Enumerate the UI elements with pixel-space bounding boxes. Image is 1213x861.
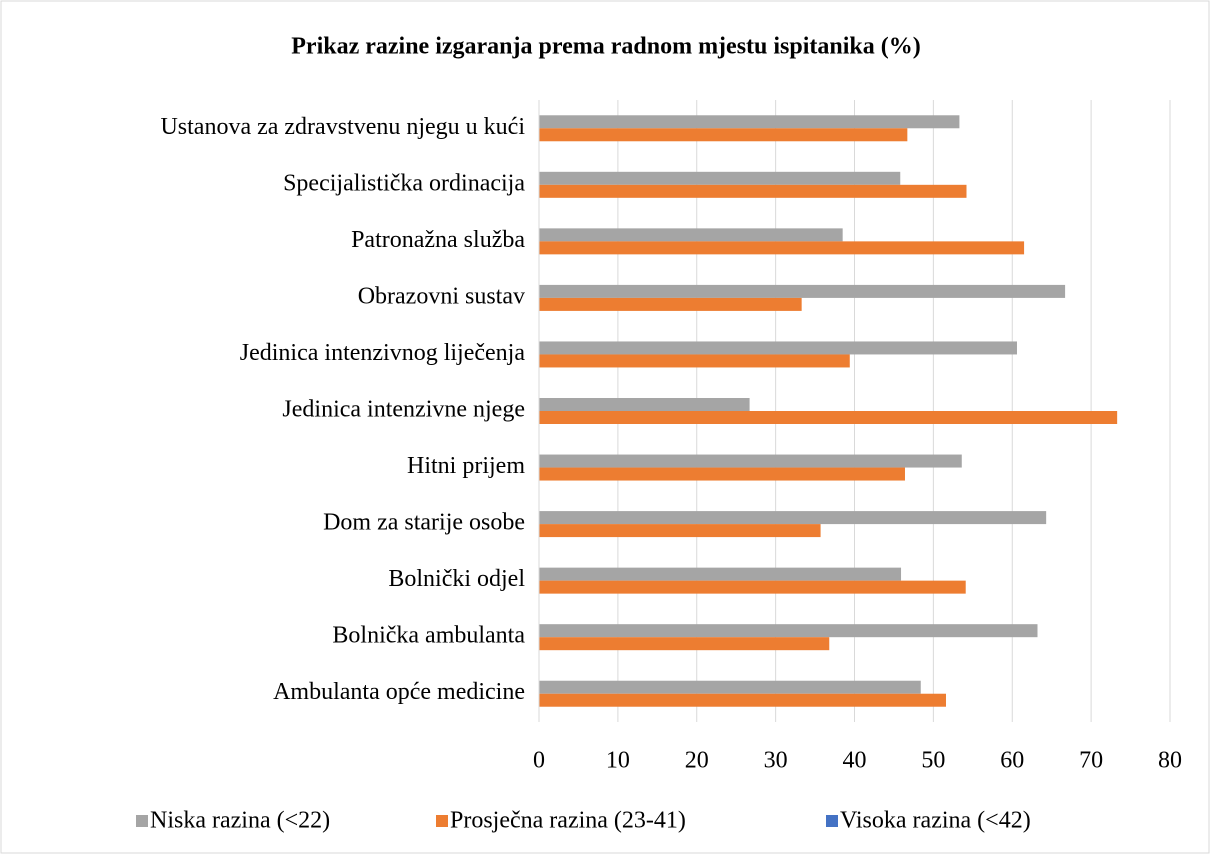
bar (539, 128, 908, 142)
bar (539, 184, 967, 198)
x-tick-label: 10 (606, 748, 630, 774)
bar (539, 580, 966, 594)
bar (539, 637, 830, 651)
bar (539, 467, 905, 481)
x-tick-label: 80 (1158, 748, 1182, 774)
x-tick-label: 60 (1000, 748, 1024, 774)
bar (539, 524, 821, 538)
y-tick-label: Jedinica intenzivne njege (282, 397, 525, 423)
y-tick-label: Dom za starije osobe (323, 510, 525, 536)
legend-swatch (436, 815, 448, 827)
legend-label: Visoka razina (<42) (840, 808, 1031, 834)
legend-swatch (826, 815, 838, 827)
y-tick-label: Ustanova za zdravstvenu njegu u kući (160, 114, 525, 140)
y-tick-label: Bolnička ambulanta (332, 623, 525, 649)
y-tick-label: Obrazovni sustav (358, 283, 525, 309)
legend-label: Niska razina (<22) (150, 808, 330, 834)
bar (539, 297, 802, 311)
legend-swatch (136, 815, 148, 827)
chart-title: Prikaz razine izgaranja prema radnom mje… (291, 34, 921, 60)
bar (539, 241, 1025, 255)
bar (539, 171, 901, 185)
bar (539, 411, 1118, 424)
bar (539, 693, 946, 707)
y-tick-label: Patronažna služba (351, 227, 525, 253)
bar (539, 680, 921, 694)
y-tick-label: Specijalistička ordinacija (283, 170, 525, 196)
x-tick-label: 40 (843, 748, 867, 774)
bar (539, 284, 1066, 298)
x-tick-label: 0 (533, 748, 545, 774)
y-tick-label: Jedinica intenzivnog liječenja (240, 340, 526, 366)
x-tick-label: 30 (764, 748, 788, 774)
bar (539, 115, 960, 129)
bar (539, 341, 1017, 355)
bar (539, 567, 902, 581)
bar (539, 398, 750, 411)
bar (539, 228, 843, 242)
x-tick-label: 20 (685, 748, 709, 774)
bar (539, 624, 1038, 638)
y-tick-label: Bolnički odjel (388, 566, 525, 592)
y-tick-label: Hitni prijem (407, 453, 525, 479)
y-tick-label: Ambulanta opće medicine (273, 679, 525, 705)
legend-label: Prosječna razina (23-41) (450, 808, 686, 834)
bar (539, 454, 962, 468)
bar (539, 354, 850, 368)
x-tick-label: 50 (921, 748, 945, 774)
x-tick-label: 70 (1079, 748, 1103, 774)
bar (539, 511, 1047, 525)
